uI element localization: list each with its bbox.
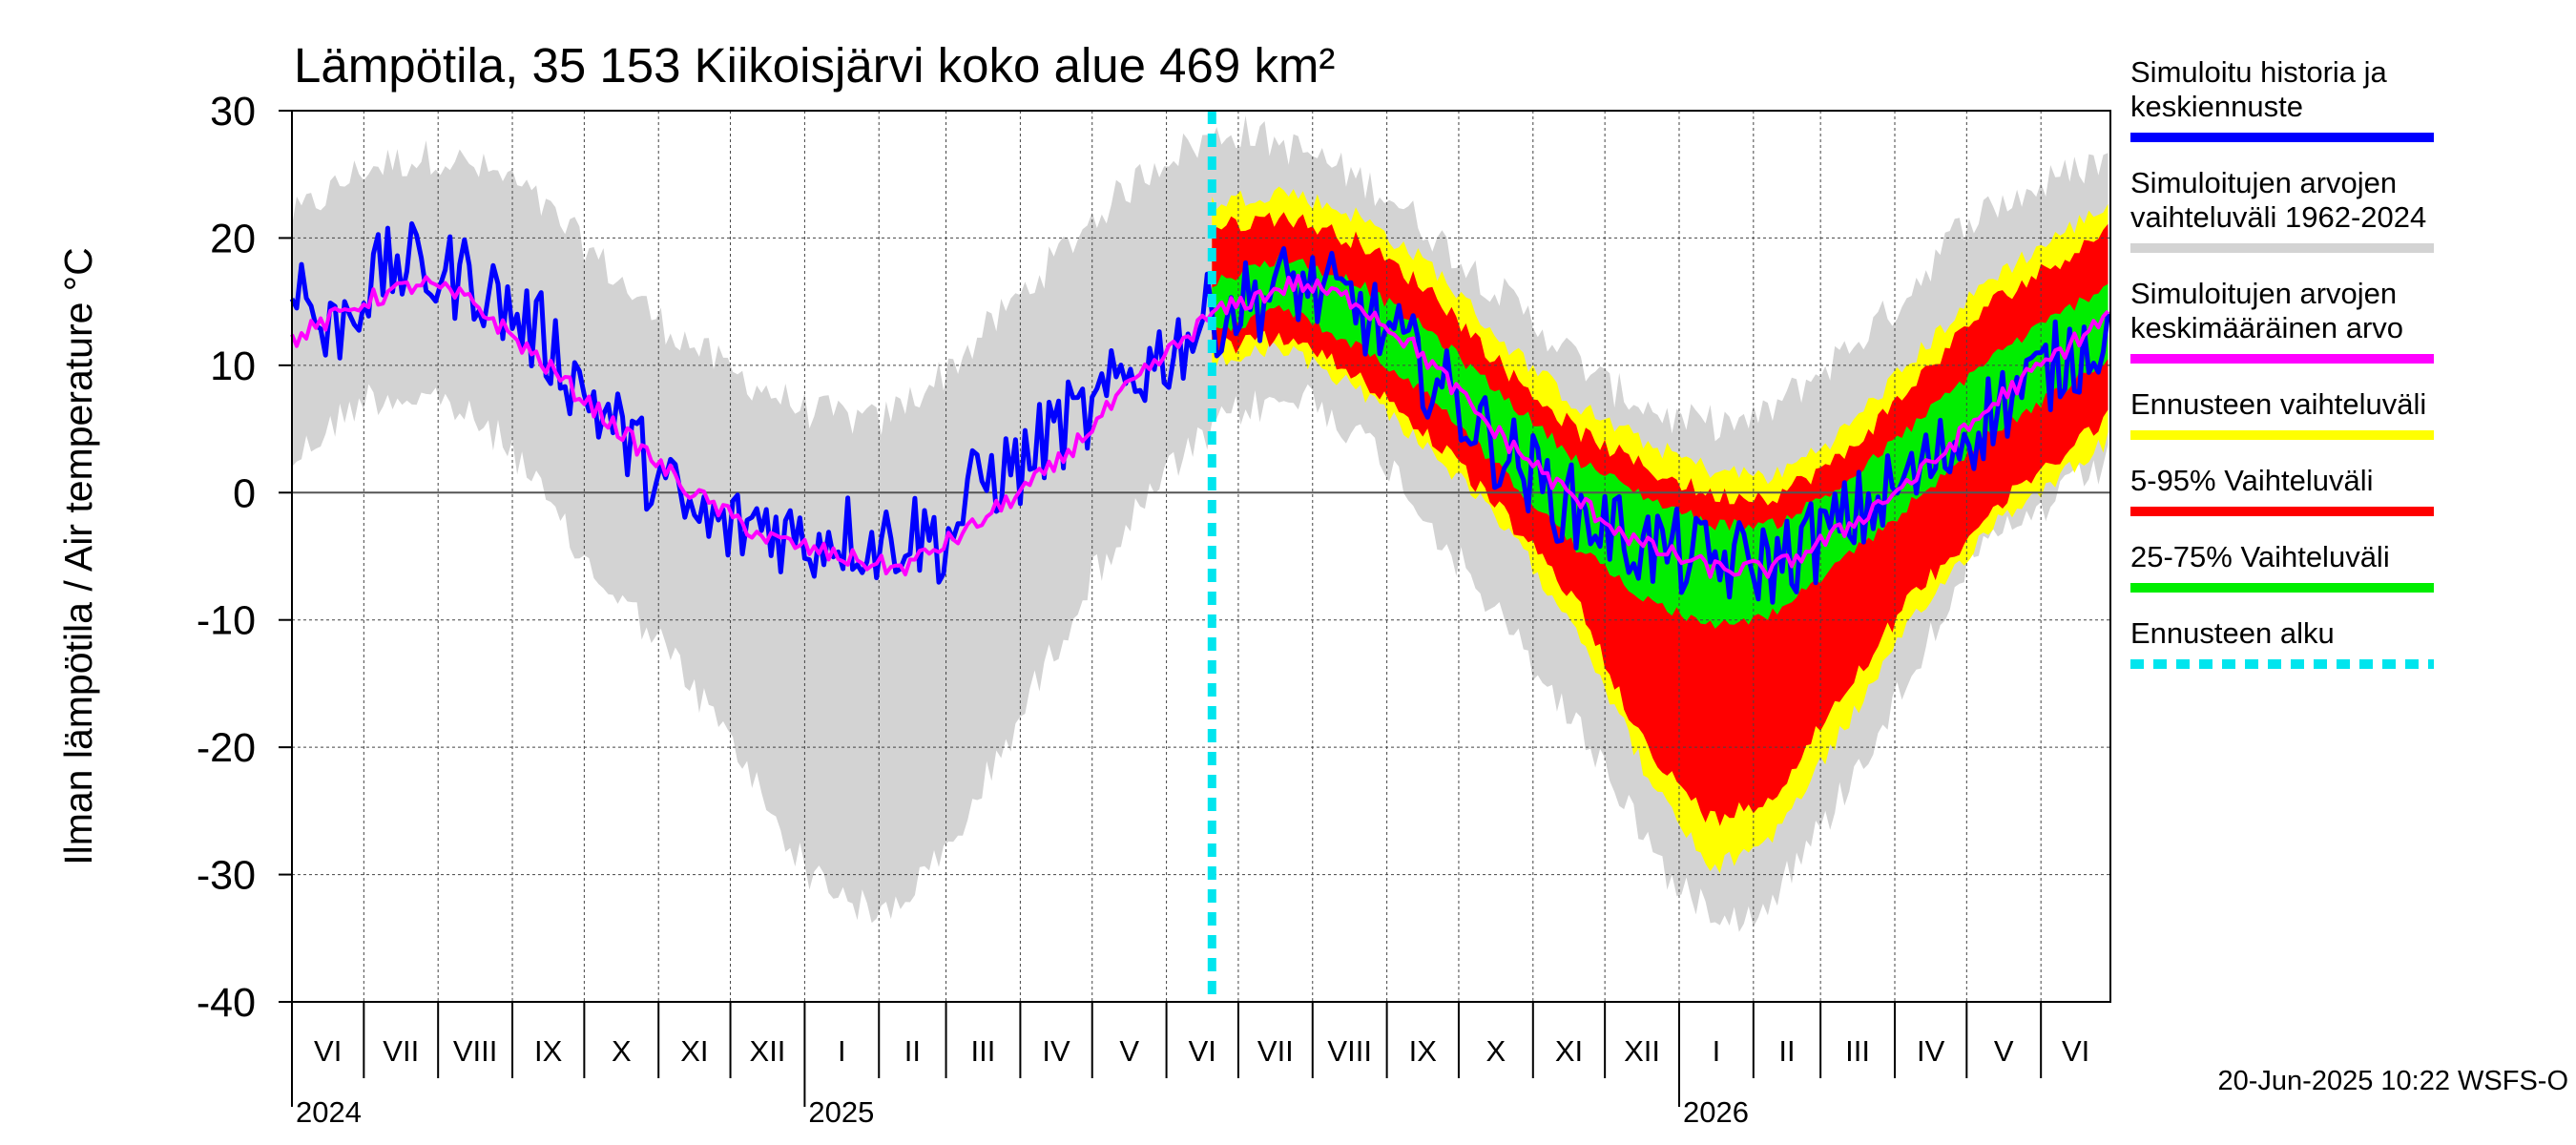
- month-label: I: [838, 1034, 846, 1068]
- legend-entry: 5-95% Vaihteluväli: [2130, 464, 2434, 516]
- legend: Simuloitu historia jakeskiennusteSimuloi…: [2130, 55, 2434, 669]
- y-tick-label: 0: [233, 470, 256, 516]
- month-label: X: [1486, 1034, 1506, 1068]
- legend-entry: 25-75% Vaihteluväli: [2130, 540, 2434, 593]
- month-label: III: [1845, 1034, 1870, 1068]
- month-label: V: [1994, 1034, 2014, 1068]
- month-label: II: [1778, 1034, 1795, 1068]
- month-label: VI: [2062, 1034, 2089, 1068]
- series-bands: [292, 115, 2109, 932]
- month-label: XI: [1555, 1034, 1583, 1068]
- legend-label: 25-75% Vaihteluväli: [2130, 540, 2390, 573]
- line-simuloitu-historia-ja-keskiennuste: [289, 220, 2110, 605]
- month-label: XI: [680, 1034, 708, 1068]
- month-label: X: [612, 1034, 632, 1068]
- legend-label: Simuloitu historia ja: [2130, 55, 2388, 89]
- y-tick-label: 20: [210, 216, 256, 261]
- year-label: 2026: [1683, 1095, 1749, 1129]
- month-label: XII: [1624, 1034, 1660, 1068]
- y-tick-label: 10: [210, 344, 256, 389]
- y-tick-label: 30: [210, 89, 256, 135]
- month-label: VIII: [453, 1034, 498, 1068]
- legend-label: vaihteluväli 1962-2024: [2130, 200, 2426, 234]
- legend-label: 5-95% Vaihteluväli: [2130, 464, 2373, 497]
- timestamp-footer: 20-Jun-2025 10:22 WSFS-O: [2217, 1066, 2568, 1096]
- year-label: 2025: [808, 1095, 874, 1129]
- y-axis-label: Ilman lämpötila / Air temperature °C: [56, 247, 100, 865]
- month-label: II: [904, 1034, 921, 1068]
- y-tick-label: -10: [197, 598, 256, 644]
- month-label: VII: [1257, 1034, 1294, 1068]
- legend-label: Ennusteen alku: [2130, 616, 2335, 650]
- y-tick-label: -40: [197, 980, 256, 1026]
- legend-label: keskimääräinen arvo: [2130, 311, 2403, 344]
- month-label: XII: [750, 1034, 786, 1068]
- line-simuloitujen-arvojen-keskim-r-inen-arvo: [290, 273, 2109, 579]
- month-label: I: [1713, 1034, 1721, 1068]
- legend-label: Simuloitujen arvojen: [2130, 277, 2397, 310]
- plot-frame: [291, 110, 2111, 1003]
- legend-label: keskiennuste: [2130, 90, 2303, 123]
- series-lines: [289, 111, 2110, 1002]
- month-label: VI: [314, 1034, 342, 1068]
- month-label: VII: [383, 1034, 419, 1068]
- month-label: VI: [1189, 1034, 1216, 1068]
- y-tick-label: -20: [197, 725, 256, 771]
- month-label: IX: [534, 1034, 563, 1068]
- year-label: 2024: [296, 1095, 362, 1129]
- month-label: V: [1119, 1034, 1139, 1068]
- month-label: IX: [1409, 1034, 1438, 1068]
- band-25-75-vaihteluv-li: [1212, 254, 2109, 629]
- grid-lines: [292, 111, 2110, 1002]
- legend-label: Ennusteen vaihteluväli: [2130, 387, 2426, 421]
- month-label: III: [971, 1034, 996, 1068]
- legend-label: Simuloitujen arvojen: [2130, 166, 2397, 199]
- month-label: VIII: [1327, 1034, 1372, 1068]
- chart-title: Lämpötila, 35 153 Kiikoisjärvi koko alue…: [294, 38, 1335, 93]
- legend-entry: Ennusteen alku: [2130, 616, 2434, 669]
- month-label: IV: [1042, 1034, 1070, 1068]
- plot-area: [289, 111, 2110, 1002]
- legend-entry: Ennusteen vaihteluväli: [2130, 387, 2434, 440]
- month-label: IV: [1917, 1034, 1945, 1068]
- y-tick-label: -30: [197, 853, 256, 899]
